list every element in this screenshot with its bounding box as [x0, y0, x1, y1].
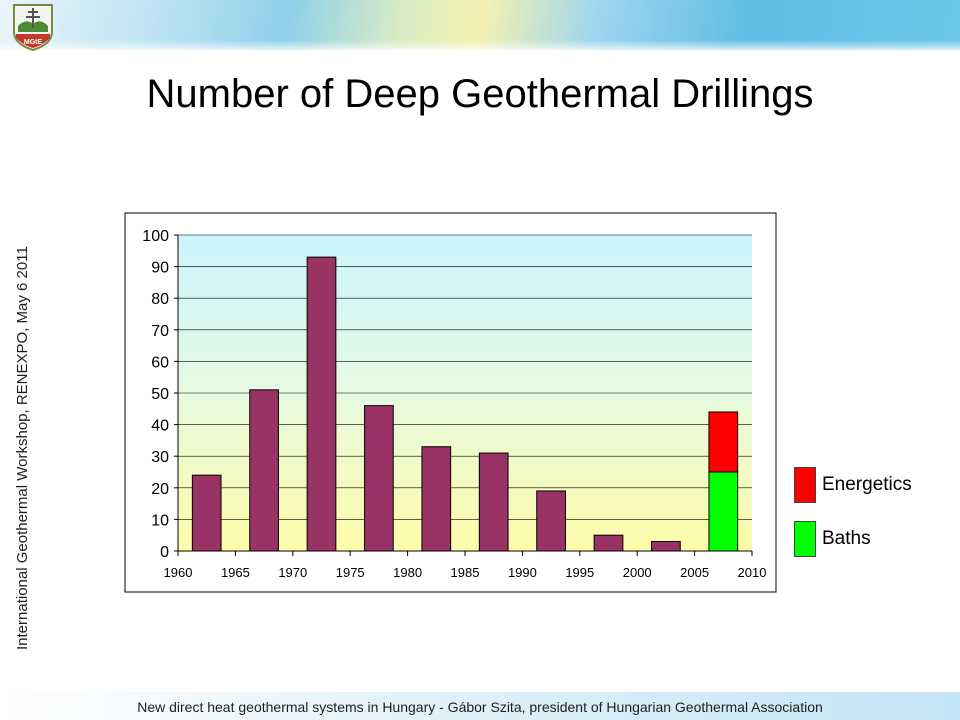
x-tick-label: 1970 [278, 565, 307, 580]
header-fade [0, 40, 960, 54]
bar-total [651, 541, 681, 552]
y-tick-label: 20 [151, 481, 169, 498]
y-tick-label: 80 [151, 291, 169, 308]
legend-swatch-energetics [794, 467, 816, 503]
x-tick-label: 1990 [508, 565, 537, 580]
y-tick-label: 70 [151, 323, 169, 340]
bar-energetics [708, 411, 739, 473]
page-title: Number of Deep Geothermal Drillings [146, 72, 814, 116]
bar-total [306, 256, 337, 552]
legend-label-energetics: Energetics [822, 474, 912, 495]
y-tick-label: 0 [160, 544, 169, 561]
legend-swatch-baths [794, 521, 816, 557]
bar-total [249, 389, 279, 552]
y-tick-label: 10 [151, 512, 169, 529]
x-tick-label: 2000 [623, 565, 652, 580]
y-tick-label: 100 [142, 228, 169, 245]
x-tick-label: 1995 [565, 565, 594, 580]
x-tick-label: 1985 [451, 565, 480, 580]
legend-label-baths: Baths [822, 528, 871, 549]
y-tick-label: 90 [151, 260, 169, 277]
bar-total [364, 405, 394, 552]
x-tick-label: 1980 [393, 565, 422, 580]
y-tick-label: 50 [151, 386, 169, 403]
mgte-logo: MGtE [13, 4, 53, 52]
bar-total [191, 474, 222, 552]
bar-total [536, 490, 566, 552]
x-tick-label: 1960 [164, 565, 193, 580]
y-tick-label: 40 [151, 418, 169, 435]
tick-labels: 0 10 20 30 40 50 60 70 80 90 100 1960 1965 1970 1975 19… [142, 228, 766, 580]
bar-total [421, 446, 452, 552]
x-tick-label: 1965 [221, 565, 250, 580]
x-tick-label: 1975 [336, 565, 365, 580]
footer-caption: New direct heat geothermal systems in Hu… [137, 699, 823, 715]
y-tick-label: 60 [151, 354, 169, 371]
bars [191, 256, 739, 552]
footer-band [0, 692, 960, 720]
ticks [174, 234, 753, 556]
bar-total [593, 534, 624, 552]
bar-total [478, 452, 509, 552]
svg-text:MGtE: MGtE [24, 39, 43, 46]
x-tick-label: 2010 [738, 565, 767, 580]
x-tick-label: 2005 [680, 565, 709, 580]
bar-baths [708, 471, 739, 552]
y-tick-label: 30 [151, 449, 169, 466]
